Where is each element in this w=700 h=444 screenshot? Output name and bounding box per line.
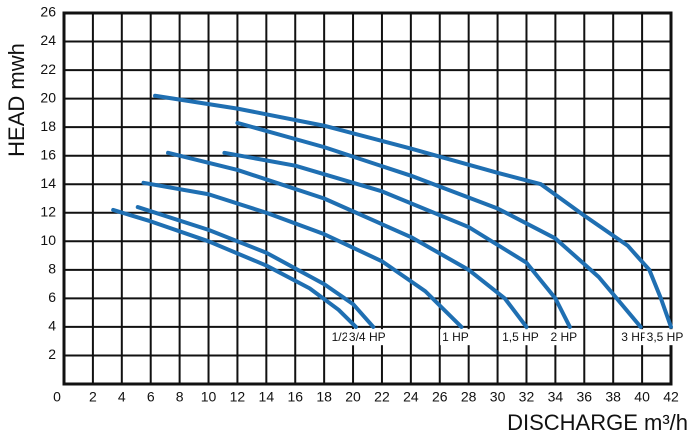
- curve-label: 1,5 HP: [502, 330, 539, 344]
- x-tick-label: 20: [345, 389, 361, 405]
- curve-label-bg: [619, 329, 650, 346]
- y-tick-label: 8: [48, 261, 56, 277]
- y-tick-label: 2: [48, 346, 56, 362]
- x-tick-label: 16: [287, 389, 303, 405]
- curve-label: 3/4 HP: [349, 330, 386, 344]
- y-tick-label: 20: [40, 89, 56, 105]
- x-tick-label: 28: [461, 389, 477, 405]
- curve-label-bg: [346, 329, 388, 346]
- curve-label-group: 3 HP: [619, 329, 650, 346]
- y-tick-label: 10: [40, 232, 56, 248]
- y-tick-label: 26: [40, 4, 56, 20]
- x-tick-label: 6: [147, 389, 155, 405]
- curve: [235, 120, 643, 329]
- x-tick-label: 8: [176, 389, 184, 405]
- curve-label-bg: [548, 329, 580, 346]
- curve: [141, 180, 464, 329]
- curve-label-group: 1 HP: [440, 329, 471, 346]
- y-tick-label: 16: [40, 146, 56, 162]
- curve: [153, 93, 673, 329]
- y-tick-label: 22: [40, 61, 56, 77]
- x-tick-label: 32: [519, 389, 535, 405]
- x-tick-label: 42: [663, 389, 679, 405]
- y-tick-label: 12: [40, 203, 56, 219]
- x-tick-label: 38: [605, 389, 621, 405]
- y-tick-label: 24: [40, 32, 56, 48]
- x-tick-label: 14: [259, 389, 275, 405]
- curve-label-bg: [644, 329, 686, 346]
- x-tick-label: 0: [53, 389, 61, 405]
- curve-label-bg: [500, 329, 541, 346]
- curve-label: 3,5 HP: [647, 330, 684, 344]
- curve-label-group: 2 HP: [548, 329, 580, 346]
- x-tick-label: 34: [548, 389, 564, 405]
- y-tick-label: 4: [48, 318, 56, 334]
- curve-label-group: 1,5 HP: [500, 329, 541, 346]
- curve-label-group: 3/4 HP: [346, 329, 388, 346]
- curve-label-bg: [440, 329, 471, 346]
- x-tick-label: 40: [634, 389, 650, 405]
- curve: [222, 150, 572, 329]
- x-tick-label: 2: [89, 389, 97, 405]
- x-tick-label: 36: [576, 389, 592, 405]
- y-tick-label: 14: [40, 175, 56, 191]
- curve: [111, 207, 358, 329]
- x-tick-label: 24: [403, 389, 419, 405]
- x-tick-label: 18: [316, 389, 332, 405]
- x-tick-label: 26: [432, 389, 448, 405]
- x-axis-title: DISCHARGE m³/h: [507, 410, 688, 435]
- plot-border: [62, 11, 673, 386]
- y-tick-label: 18: [40, 118, 56, 134]
- x-tick-label: 12: [230, 389, 246, 405]
- curve: [166, 150, 529, 329]
- x-tick-label: 4: [118, 389, 126, 405]
- x-tick-label: 30: [490, 389, 506, 405]
- curve-label: 2 HP: [550, 330, 577, 344]
- curve: [135, 205, 376, 329]
- y-tick-label: 6: [48, 289, 56, 305]
- y-axis-title: HEAD mwh: [4, 43, 29, 157]
- curve-label: 1 HP: [442, 330, 469, 344]
- x-tick-label: 22: [374, 389, 390, 405]
- curve-label: 3 HP: [621, 330, 648, 344]
- x-tick-label: 10: [201, 389, 217, 405]
- curve-label-group: 3,5 HP: [644, 329, 686, 346]
